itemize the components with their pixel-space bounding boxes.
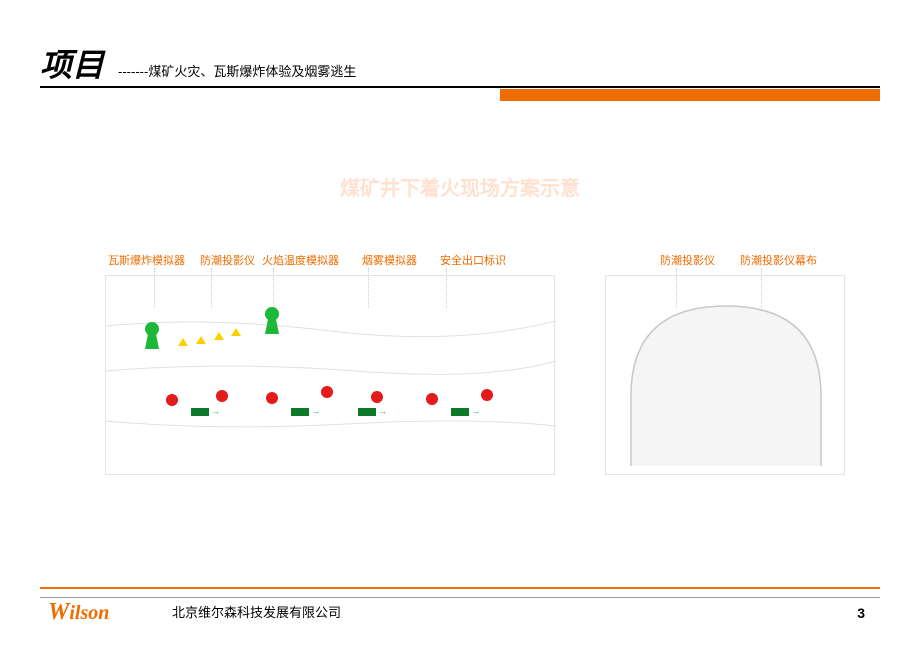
faded-center-title: 煤矿井下着火现场方案示意 — [0, 172, 920, 201]
label-exit-sign: 安全出口标识 — [440, 252, 506, 268]
header-subtitle: -------煤矿火灾、瓦斯爆炸体验及烟雾逃生 — [118, 61, 356, 80]
callout-line — [211, 268, 212, 308]
keyhole-icon — [261, 306, 283, 334]
callout-line — [154, 268, 155, 308]
footer-orange-line — [40, 587, 880, 589]
header-title: 项目 — [40, 40, 104, 86]
label-smoke: 烟雾模拟器 — [362, 252, 417, 268]
label-flame-temp: 火焰温度模拟器 — [262, 252, 339, 268]
callout-line — [446, 268, 447, 308]
label-projector1: 防潮投影仪 — [200, 252, 255, 268]
smoke-dot-icon — [321, 386, 333, 398]
keyhole-icon — [141, 321, 163, 349]
header-orange-bar — [500, 89, 880, 101]
flame-triangle-icon — [178, 338, 188, 346]
callout-line — [368, 268, 369, 308]
smoke-dot-icon — [481, 389, 493, 401]
logo-wilson: Wilson — [48, 599, 109, 626]
header-underline — [40, 86, 880, 88]
exit-sign-icon — [191, 408, 209, 416]
arrow-right-icon: → — [378, 408, 392, 414]
flame-triangle-icon — [196, 336, 206, 344]
smoke-dot-icon — [266, 392, 278, 404]
callout-line — [676, 268, 677, 308]
smoke-dot-icon — [371, 391, 383, 403]
label-projector2: 防潮投影仪 — [660, 252, 715, 268]
smoke-dot-icon — [216, 390, 228, 402]
footer-company: 北京维尔森科技发展有限公司 — [172, 602, 341, 621]
diagram-left-panel: → → → → — [105, 275, 555, 475]
lane-curves-svg — [106, 276, 556, 476]
smoke-dot-icon — [426, 393, 438, 405]
arrow-right-icon: → — [311, 408, 325, 414]
arrow-right-icon: → — [471, 408, 485, 414]
smoke-dot-icon — [166, 394, 178, 406]
callout-line — [273, 268, 274, 308]
diagram-right-panel — [605, 275, 845, 475]
page-number: 3 — [857, 605, 865, 621]
slide-header: 项目 -------煤矿火灾、瓦斯爆炸体验及烟雾逃生 — [40, 40, 880, 86]
label-gas-explosion: 瓦斯爆炸模拟器 — [108, 252, 185, 268]
flame-triangle-icon — [214, 332, 224, 340]
footer-thin-line — [40, 597, 880, 598]
arch-svg — [606, 276, 846, 476]
arrow-right-icon: → — [211, 408, 225, 414]
flame-triangle-icon — [231, 328, 241, 336]
exit-sign-icon — [358, 408, 376, 416]
exit-sign-icon — [451, 408, 469, 416]
exit-sign-icon — [291, 408, 309, 416]
callout-line — [761, 268, 762, 308]
label-projector-screen: 防潮投影仪幕布 — [740, 252, 817, 268]
